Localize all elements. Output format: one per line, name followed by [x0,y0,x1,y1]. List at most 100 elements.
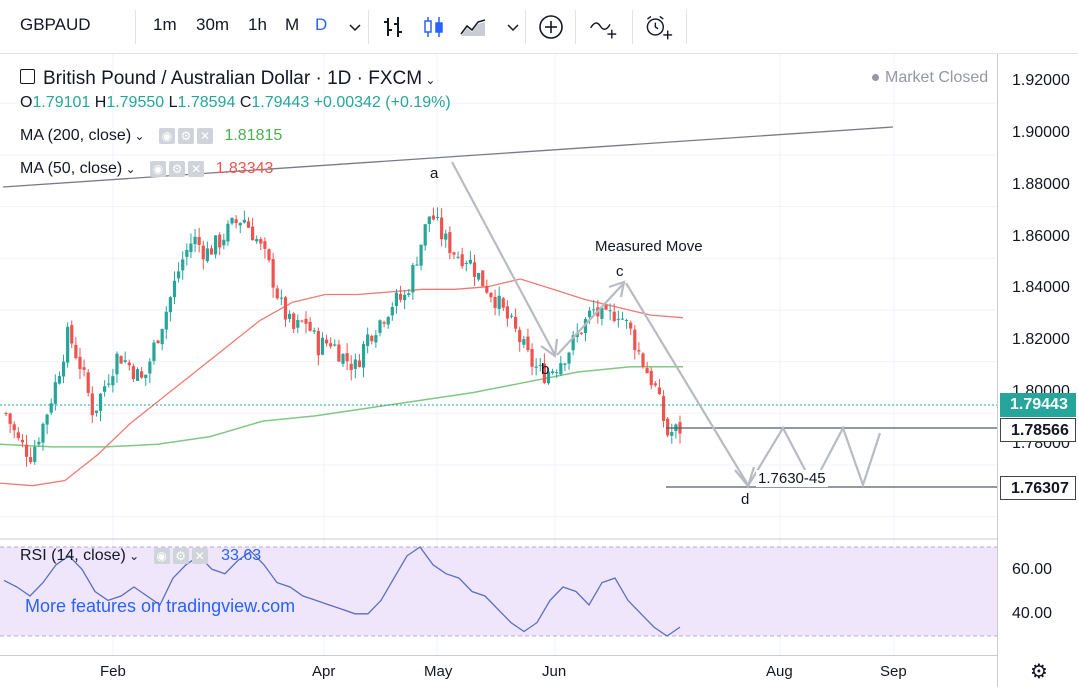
settings-icon[interactable]: ⚙ [169,160,186,177]
candle-body [82,367,86,370]
chevron-down-icon[interactable]: ⌄ [125,549,140,564]
x-tick: Sep [880,663,907,680]
candle-body [226,223,230,242]
rsi-line [3,546,681,637]
candle-body [218,234,222,248]
candle-body [448,232,452,254]
price-axis[interactable] [997,54,1078,687]
wave-label-b: b [541,361,550,378]
candle-body [304,318,308,324]
candle-body [49,403,53,413]
candle-body [185,249,189,257]
candle-body [213,235,218,255]
eye-icon[interactable]: ◉ [153,547,170,564]
candle-body [546,371,551,384]
add-indicator-icon[interactable] [536,12,566,42]
toolbar-divider [368,10,369,44]
candle-body [66,326,70,363]
candle-body [57,376,62,384]
market-status: Market Closed [872,69,988,87]
candle-body [485,285,489,293]
candle-body [468,259,473,264]
candle-body [514,316,518,329]
ma200-label[interactable]: MA (200, close) [20,127,132,145]
bar-chart-style-icon[interactable] [378,12,408,42]
candle-body [316,330,320,356]
ma50-label[interactable]: MA (50, close) [20,160,123,178]
candles-chart-style-icon[interactable] [418,12,448,42]
trendline[interactable] [2,126,894,188]
candle-body [242,219,246,223]
wave-ab-arrow [451,161,556,356]
chart-title[interactable]: British Pound / Australian Dollar · 1D ·… [43,68,423,89]
candle-body [427,216,431,225]
candle-body [287,313,292,319]
rsi-label[interactable]: RSI (14, close) [20,547,126,565]
candle-body [29,457,33,463]
interval-month-button[interactable]: M [285,15,300,34]
candle-body [123,360,127,362]
candle-body [308,321,312,331]
close-icon[interactable]: ✕ [188,160,205,177]
candle-body [657,387,662,395]
ma200-legend[interactable]: MA (200, close) ⌄ ◉ ⚙ ✕ 1.81815 [20,127,282,145]
candle-body [160,328,164,345]
candle-body [172,280,177,298]
candle-body [592,309,596,311]
interval-day-button[interactable]: D [315,15,328,34]
alert-clock-icon[interactable] [643,12,673,42]
ma50-legend[interactable]: MA (50, close) ⌄ ◉ ⚙ ✕ 1.83343 [20,160,273,178]
close-icon[interactable]: ✕ [197,127,213,144]
rsi-legend[interactable]: RSI (14, close) ⌄ ◉ ⚙ ✕ 33.63 [20,547,261,565]
candle-body [444,233,448,240]
candle-body [538,365,542,367]
candle-body [24,444,29,457]
support-price-tag: 1.78566 [1000,418,1076,442]
area-chart-style-icon[interactable] [458,12,488,42]
chevron-down-icon[interactable]: ⌄ [131,129,145,144]
symbol-search-button[interactable]: GBPAUD [20,15,91,34]
eye-icon[interactable]: ◉ [150,160,167,177]
interval-1m-button[interactable]: 1m [153,15,177,34]
high-value: 1.79550 [106,94,165,111]
chevron-down-icon[interactable] [498,12,528,42]
settings-icon[interactable]: ⚙ [178,127,194,144]
candle-body [329,343,333,347]
candle-body [189,243,193,253]
chevron-down-icon[interactable]: ⌄ [422,73,436,87]
candle-body [522,339,526,345]
time-axis[interactable] [0,655,997,687]
candle-body [587,310,592,318]
interval-1h-button[interactable]: 1h [248,15,267,34]
chevron-down-icon[interactable] [340,12,370,42]
ma200-value: 1.81815 [224,127,283,145]
chevron-down-icon[interactable]: ⌄ [122,162,136,177]
candle-body [345,353,349,362]
ohlc-row: O1.79101 H1.79550 L1.78594 C1.79443 +0.0… [20,94,451,112]
candle-body [641,353,645,367]
close-icon[interactable]: ✕ [191,547,208,564]
compare-symbol-icon[interactable] [588,12,618,42]
candle-body [407,293,411,295]
tradingview-promo-link[interactable]: More features on tradingview.com [25,596,296,616]
candle-body [435,216,440,219]
interval-30m-button[interactable]: 30m [196,15,230,34]
wave-label-d: d [741,491,750,508]
settings-icon[interactable]: ⚙ [172,547,189,564]
candle-body [493,296,497,308]
candle-body [419,244,423,266]
candle-body [156,340,160,344]
x-tick: Apr [312,663,336,680]
candle-body [41,423,45,443]
zigzag-path [747,425,882,489]
candle-body [382,322,386,324]
collapse-legend-icon[interactable] [20,69,35,85]
candle-body [238,222,242,226]
eye-icon[interactable]: ◉ [159,127,175,144]
candle-body [579,332,583,334]
toolbar-divider [525,10,526,44]
gear-icon[interactable]: ⚙ [1030,661,1048,683]
close-label: C [239,94,252,111]
last-price-tag: 1.79443 [1000,393,1076,417]
